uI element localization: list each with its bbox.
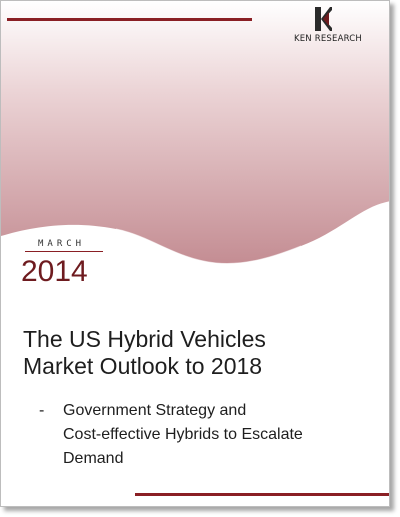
cover-background-wave xyxy=(1,1,389,265)
subtitle-line-2: Cost-effective Hybrids to Escalate xyxy=(63,426,303,443)
report-cover: KEN RESEARCH MARCH 2014 The US Hybrid Ve… xyxy=(0,0,390,507)
brand-logo: KEN RESEARCH xyxy=(283,6,373,46)
report-subtitle: - Government Strategy and Cost-effective… xyxy=(39,399,384,471)
brand-name: KEN RESEARCH xyxy=(293,34,363,44)
title-line-1: The US Hybrid Vehicles xyxy=(23,326,266,352)
report-month: MARCH xyxy=(38,239,86,249)
subtitle-line-3: Demand xyxy=(63,450,124,467)
report-title: The US Hybrid Vehicles Market Outlook to… xyxy=(23,326,383,380)
month-divider xyxy=(25,251,103,252)
title-line-2: Market Outlook to 2018 xyxy=(23,353,263,379)
bottom-accent-rule xyxy=(135,493,389,496)
ken-research-k-logo-icon xyxy=(315,7,332,31)
subtitle-dash: - xyxy=(39,402,45,419)
report-year: 2014 xyxy=(21,255,88,288)
subtitle-line-1: Government Strategy and xyxy=(63,402,247,419)
top-accent-rule xyxy=(7,18,252,21)
